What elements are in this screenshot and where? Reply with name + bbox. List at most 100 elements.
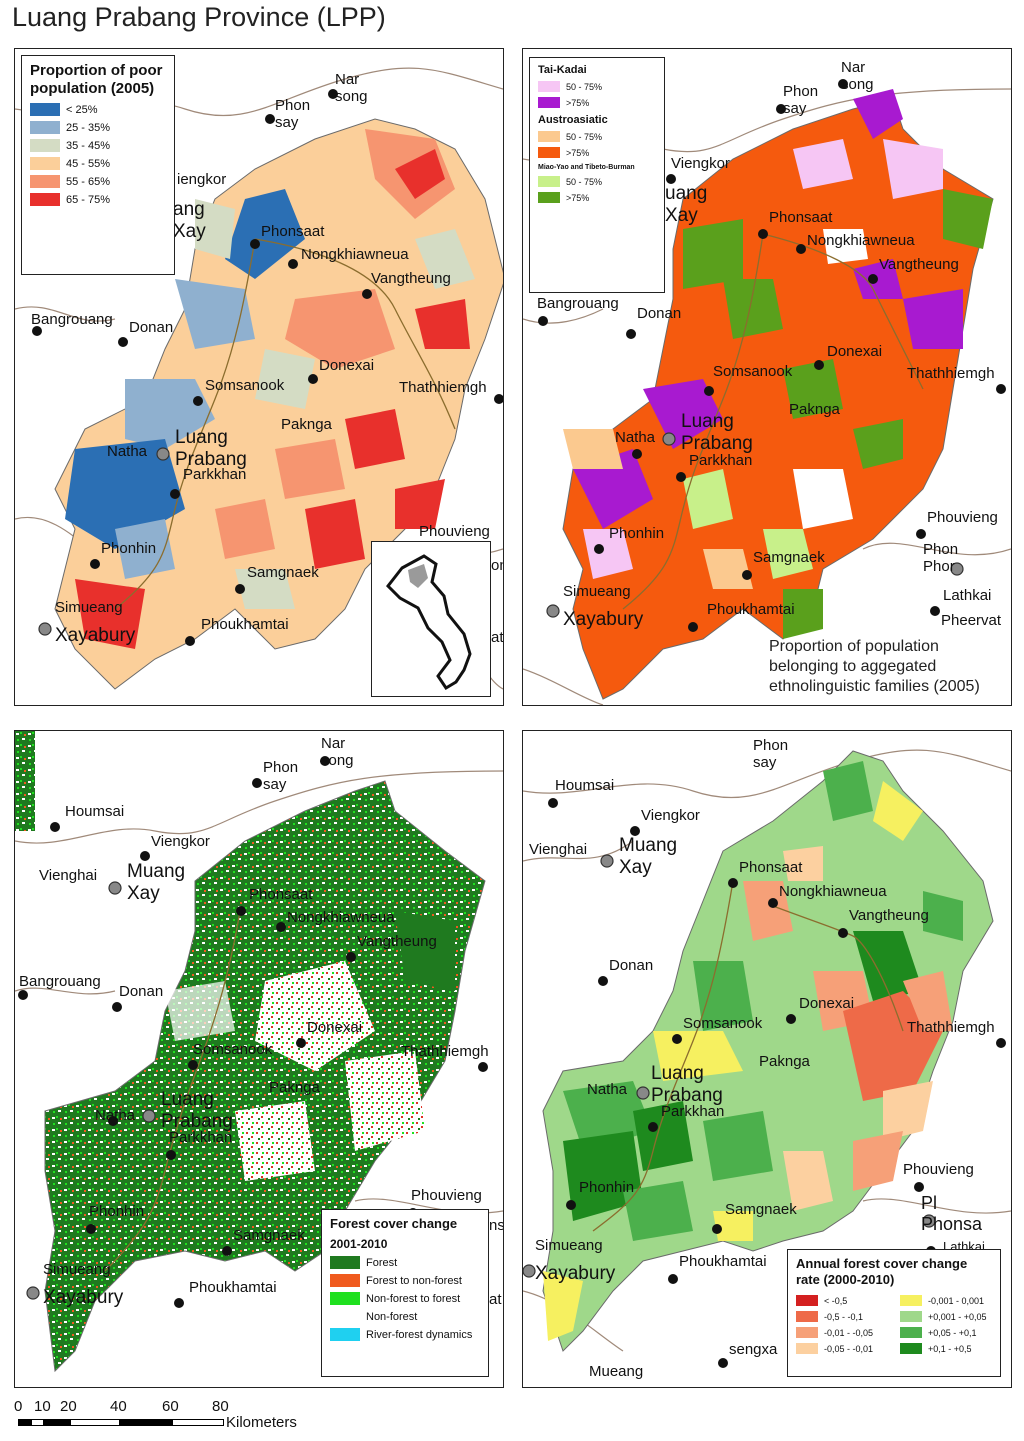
place-label: Thathhiemgh bbox=[399, 379, 487, 396]
place-label: on bbox=[491, 557, 503, 574]
laos-inset-map bbox=[371, 541, 491, 697]
legend-forest-change: Forest cover change 2001-2010 Forest For… bbox=[321, 1209, 489, 1377]
legend-item: >75% bbox=[538, 192, 656, 203]
place-label: Xayabury bbox=[55, 625, 136, 646]
place-label: Luang Prabang bbox=[175, 427, 247, 470]
legend-swatch bbox=[30, 103, 60, 116]
legend-item: 35 - 45% bbox=[30, 139, 166, 152]
legend-item: Non-forest bbox=[330, 1310, 480, 1323]
caption-line: Proportion of population bbox=[769, 638, 939, 655]
map-panel-poverty: Nar song Phon say iengkor ang Xay Phonsa… bbox=[14, 48, 504, 706]
place-label: at bbox=[489, 1291, 502, 1308]
scale-segment bbox=[70, 1419, 120, 1426]
legend-item: 55 - 65% bbox=[30, 175, 166, 188]
legend-item: < 25% bbox=[30, 103, 166, 116]
place-label: Bangrouang bbox=[31, 311, 113, 328]
poverty-map-svg bbox=[15, 67, 503, 690]
place-label: Phon Phor bbox=[923, 541, 959, 575]
place-label: ns bbox=[489, 1217, 504, 1234]
legend-label: +0,05 - +0,1 bbox=[928, 1327, 977, 1338]
place-label: Viengkor bbox=[641, 807, 700, 824]
legend-items: < 25% 25 - 35% 35 - 45% 45 - 55% 55 - 65… bbox=[30, 103, 166, 206]
legend-item: 50 - 75% bbox=[538, 131, 656, 142]
scale-bar: 0 10 20 40 60 80 Kilometers bbox=[14, 1398, 314, 1438]
ethnic-patches bbox=[563, 89, 993, 639]
place-label: Thathhiemgh bbox=[907, 1019, 995, 1036]
place-label: Simueang bbox=[563, 583, 631, 600]
legend-label: -0,001 - 0,001 bbox=[928, 1295, 985, 1306]
place-label: Samgnaek bbox=[753, 549, 825, 566]
map-panel-forest-rate: Phon say Houmsai Viengkor Vienghai Muang… bbox=[522, 730, 1012, 1388]
place-label: Donan bbox=[129, 319, 174, 336]
legend-grid: < -0,5 -0,001 - 0,001 -0,5 - -0,1 +0,001… bbox=[796, 1290, 992, 1354]
legend-ethnic: Tai-Kadai 50 - 75% >75% Austroasiatic 50… bbox=[529, 57, 665, 293]
legend-item: 50 - 75% bbox=[538, 176, 656, 187]
place-label: Phouvieng bbox=[927, 509, 998, 526]
place-label: Phouvieng bbox=[903, 1161, 974, 1178]
place-label: Phonhin bbox=[579, 1179, 635, 1196]
place-label: Viengkor bbox=[671, 155, 730, 172]
place-label: Phouvieng bbox=[411, 1187, 482, 1204]
legend-label: >75% bbox=[566, 147, 590, 158]
place-label: Pakngа bbox=[759, 1053, 810, 1070]
legend-swatch bbox=[30, 139, 60, 152]
place-label: at bbox=[491, 629, 504, 646]
legend-swatch bbox=[538, 176, 560, 187]
scale-segment bbox=[18, 1419, 31, 1426]
capital-markers bbox=[546, 432, 964, 618]
legend-label: 50 - 75% bbox=[566, 81, 603, 92]
place-label: Phon say bbox=[753, 737, 789, 771]
place-label: Phoukhamtai bbox=[707, 601, 795, 618]
place-label: Donexai bbox=[799, 995, 855, 1012]
rivers bbox=[592, 880, 904, 1232]
capital-markers bbox=[26, 881, 156, 1300]
legend-subtitle: 2001-2010 bbox=[330, 1237, 388, 1251]
legend-title: Proportion of poor population (2005) bbox=[30, 62, 163, 97]
legend-item: River-forest dynamics bbox=[330, 1328, 480, 1341]
place-label: Phonhin bbox=[609, 525, 665, 542]
legend-group-title: Miao-Yao and Tibeto-Burman bbox=[538, 164, 635, 171]
place-label: Vienghai bbox=[39, 867, 98, 884]
place-label: Vangtheung bbox=[357, 933, 437, 950]
legend-swatch bbox=[900, 1343, 922, 1354]
town-markers bbox=[18, 756, 488, 1308]
laos-outline-svg bbox=[386, 554, 472, 691]
legend-swatch bbox=[330, 1292, 360, 1305]
legend-label: -0,5 - -0,1 bbox=[824, 1311, 864, 1322]
place-label: Simueang bbox=[43, 1261, 111, 1278]
scale-segment bbox=[120, 1419, 172, 1426]
legend-swatch bbox=[538, 97, 560, 108]
legend-label: +0,001 - +0,05 bbox=[928, 1311, 987, 1322]
page-title: Luang Prabang Province (LPP) bbox=[12, 2, 386, 32]
place-label: Phon say bbox=[783, 83, 819, 117]
legend-swatch bbox=[330, 1328, 360, 1341]
forest-change-patches bbox=[165, 911, 455, 1181]
place-label: Natha bbox=[615, 429, 656, 446]
legend-group-title: Tai-Kadai bbox=[538, 64, 587, 76]
legend-label: -0,01 - -0,05 bbox=[824, 1327, 874, 1338]
legend-poverty: Proportion of poor population (2005) < 2… bbox=[21, 55, 175, 275]
place-label: Nongkhiawneua bbox=[807, 232, 915, 249]
place-label: Phonsaat bbox=[739, 859, 803, 876]
place-label: Natha bbox=[587, 1081, 628, 1098]
caption-line: ethnolinguistic families (2005) bbox=[769, 678, 980, 695]
place-label: Parkkhan bbox=[169, 1129, 233, 1146]
place-label: Muang Xay bbox=[619, 835, 678, 878]
scale-tick-label: 20 bbox=[60, 1398, 77, 1415]
legend-title: Forest cover change bbox=[330, 1216, 458, 1231]
legend-label: 50 - 75% bbox=[566, 176, 603, 187]
forest-change-map-svg bbox=[15, 731, 503, 1373]
capital-markers bbox=[38, 447, 170, 636]
legend-swatch bbox=[538, 192, 560, 203]
place-label: Nar song bbox=[335, 71, 368, 105]
place-label: Houmsai bbox=[555, 777, 615, 794]
legend-item: +0,1 - +0,5 bbox=[900, 1343, 992, 1354]
place-label: Vangtheung bbox=[371, 270, 451, 287]
legend-item: Non-forest to forest bbox=[330, 1292, 480, 1305]
place-label: Somsanook bbox=[205, 377, 285, 394]
scale-tick-label: 40 bbox=[110, 1398, 127, 1415]
place-label: Bangrouang bbox=[19, 973, 101, 990]
legend-swatch bbox=[30, 193, 60, 206]
legend-label: < -0,5 bbox=[824, 1295, 848, 1306]
scale-unit: Kilometers bbox=[226, 1414, 297, 1431]
